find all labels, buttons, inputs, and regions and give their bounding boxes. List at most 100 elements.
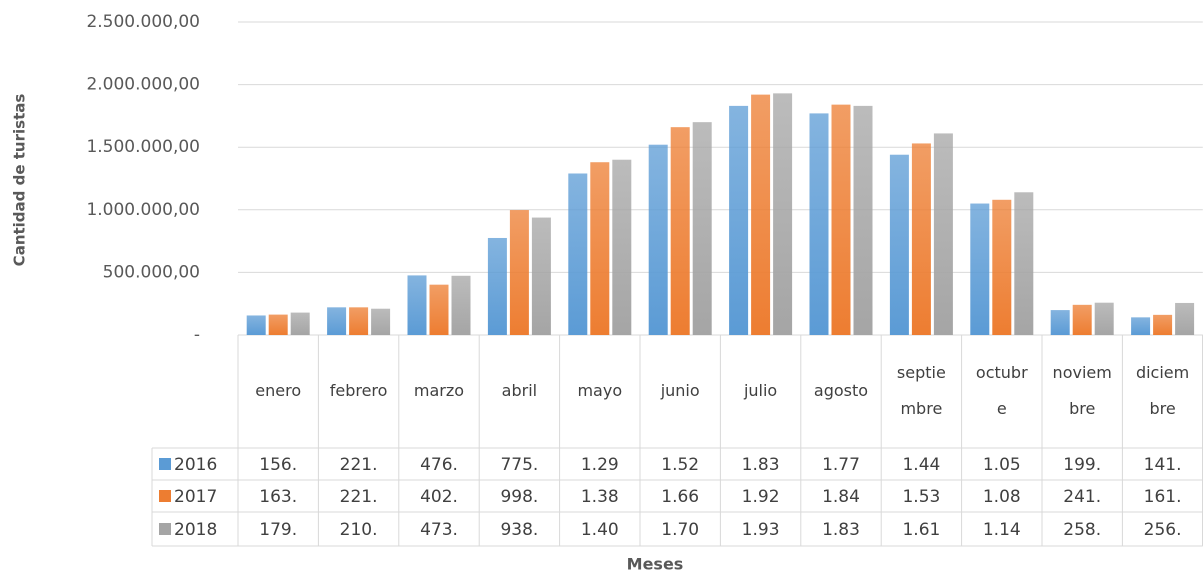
data-label: 1.66 (661, 487, 699, 507)
data-label: 1.52 (661, 455, 699, 475)
data-label: 938. (500, 520, 538, 540)
bar (809, 113, 829, 336)
data-label: 1.61 (902, 520, 940, 540)
data-label: 1.83 (822, 520, 860, 540)
bar (1131, 317, 1151, 335)
x-tick-label: marzo (413, 381, 465, 400)
x-tick-label: junio (660, 381, 700, 400)
data-label: 1.92 (742, 487, 780, 507)
bar (451, 275, 471, 335)
bar (970, 203, 990, 335)
bar (831, 104, 851, 335)
data-label: 156. (259, 455, 297, 475)
bar (290, 312, 310, 335)
data-label: 1.38 (581, 487, 619, 507)
legend-label: 2016 (174, 455, 217, 475)
y-tick-label: 500.000,00 (103, 262, 200, 282)
bar (612, 159, 632, 335)
bar (729, 105, 749, 335)
data-label: 1.29 (581, 455, 619, 475)
data-label: 402. (420, 487, 458, 507)
data-label: 1.53 (902, 487, 940, 507)
data-label: 199. (1063, 455, 1101, 475)
bar (933, 133, 953, 335)
bar (889, 154, 909, 335)
legend-label: 2017 (174, 487, 217, 507)
legend-key (159, 490, 171, 502)
x-tick-label: julio (743, 381, 778, 400)
x-tick-label: mayo (577, 381, 623, 400)
x-tick-label: agosto (813, 381, 869, 400)
x-tick-label: abril (501, 381, 538, 400)
bar (590, 162, 610, 335)
data-label: 1.77 (822, 455, 860, 475)
bar (1072, 304, 1092, 335)
bar (1175, 302, 1195, 335)
data-label: 1.70 (661, 520, 699, 540)
data-label: 241. (1063, 487, 1101, 507)
data-label: 1.84 (822, 487, 860, 507)
data-label: 998. (500, 487, 538, 507)
data-label: 473. (420, 520, 458, 540)
bar (648, 144, 668, 335)
data-label: 1.93 (742, 520, 780, 540)
data-label: 1.14 (983, 520, 1021, 540)
y-tick-label: - (194, 325, 200, 345)
legend-label: 2018 (174, 520, 217, 540)
x-tick-label: noviembre (1052, 363, 1112, 418)
data-label: 1.08 (983, 487, 1021, 507)
bar (407, 275, 427, 335)
bar (371, 308, 391, 335)
y-tick-label: 2.500.000,00 (86, 12, 200, 32)
bar (531, 217, 551, 335)
data-label: 163. (259, 487, 297, 507)
data-label: 476. (420, 455, 458, 475)
bar (487, 237, 507, 335)
bar (429, 284, 449, 335)
x-tick-label: febrero (329, 381, 388, 400)
legend-key (159, 458, 171, 470)
bar (1014, 192, 1034, 335)
bar (670, 127, 690, 335)
y-axis-title: Cantidad de turistas (11, 94, 29, 267)
data-label: 256. (1144, 520, 1182, 540)
data-label: 210. (340, 520, 378, 540)
y-tick-label: 2.000.000,00 (86, 75, 200, 95)
x-tick-label: octubre (975, 363, 1028, 418)
y-tick-label: 1.000.000,00 (86, 200, 200, 220)
bar (992, 199, 1012, 335)
bar (1050, 310, 1070, 335)
bar (246, 315, 266, 335)
data-label: 1.40 (581, 520, 619, 540)
legend-key (159, 523, 171, 535)
data-label: 179. (259, 520, 297, 540)
bar (853, 105, 873, 335)
data-label: 161. (1144, 487, 1182, 507)
bar (1153, 314, 1173, 335)
bar (327, 307, 347, 335)
bar (568, 173, 588, 335)
data-label: 775. (500, 455, 538, 475)
y-tick-label: 1.500.000,00 (86, 137, 200, 157)
x-axis-title: Meses (627, 555, 684, 574)
data-label: 141. (1144, 455, 1182, 475)
data-label: 258. (1063, 520, 1101, 540)
x-tick-label: diciembre (1135, 363, 1190, 418)
bar (268, 314, 288, 335)
bar (1094, 302, 1114, 335)
bar (509, 210, 529, 335)
data-label: 1.05 (983, 455, 1021, 475)
bar (911, 143, 931, 335)
bar (773, 93, 793, 335)
bar (692, 122, 712, 335)
bar (349, 307, 369, 335)
x-tick-label: septiembre (896, 363, 946, 418)
data-label: 221. (340, 455, 378, 475)
data-label: 1.44 (902, 455, 940, 475)
data-label: 221. (340, 487, 378, 507)
data-label: 1.83 (742, 455, 780, 475)
x-tick-label: enero (255, 381, 302, 400)
bar (751, 94, 771, 335)
